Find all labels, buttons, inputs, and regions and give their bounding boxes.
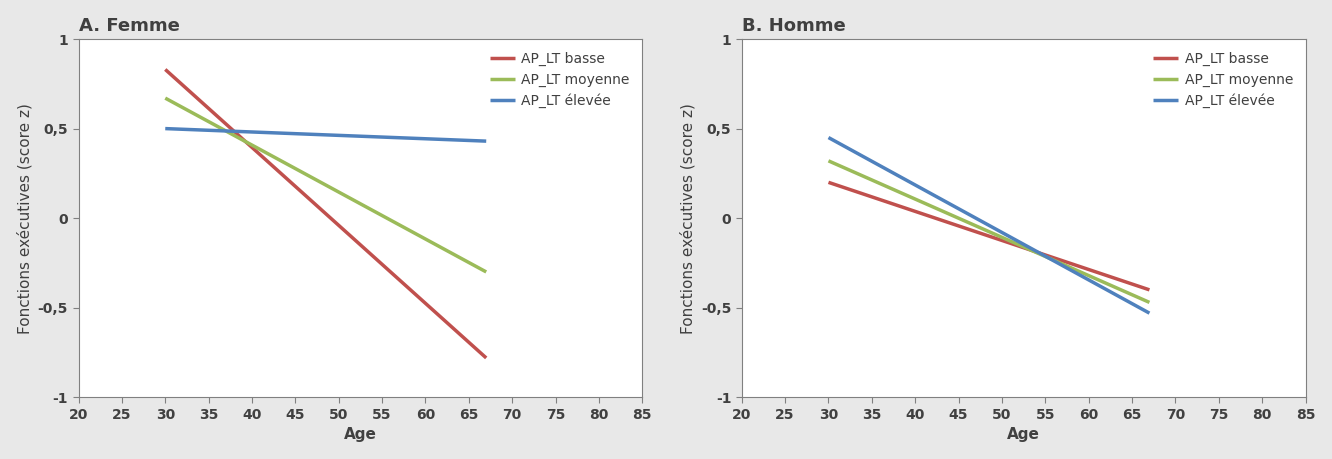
AP_LT basse	[1142, 287, 1158, 292]
AP_LT moyenne	[1142, 300, 1158, 305]
Legend: AP_LT basse, AP_LT moyenne, AP_LT élevée: AP_LT basse, AP_LT moyenne, AP_LT élevée	[484, 46, 635, 114]
Line: AP_LT moyenne: AP_LT moyenne	[829, 161, 1150, 302]
Legend: AP_LT basse, AP_LT moyenne, AP_LT élevée: AP_LT basse, AP_LT moyenne, AP_LT élevée	[1147, 46, 1299, 114]
Line: AP_LT basse: AP_LT basse	[829, 182, 1150, 290]
Y-axis label: Fonctions exécutives (score z): Fonctions exécutives (score z)	[17, 103, 32, 334]
AP_LT élevée	[478, 138, 494, 144]
AP_LT élevée	[157, 126, 173, 131]
AP_LT moyenne	[821, 158, 836, 163]
X-axis label: Age: Age	[344, 427, 377, 442]
Y-axis label: Fonctions exécutives (score z): Fonctions exécutives (score z)	[679, 103, 695, 334]
Line: AP_LT moyenne: AP_LT moyenne	[165, 98, 486, 272]
Line: AP_LT élevée: AP_LT élevée	[829, 138, 1150, 313]
Line: AP_LT élevée: AP_LT élevée	[165, 129, 486, 141]
Text: A. Femme: A. Femme	[79, 17, 180, 35]
AP_LT moyenne	[478, 269, 494, 274]
AP_LT élevée	[1142, 310, 1158, 316]
AP_LT moyenne	[157, 95, 173, 101]
AP_LT basse	[821, 179, 836, 185]
X-axis label: Age: Age	[1007, 427, 1040, 442]
Text: B. Homme: B. Homme	[742, 17, 846, 35]
AP_LT élevée	[821, 135, 836, 140]
